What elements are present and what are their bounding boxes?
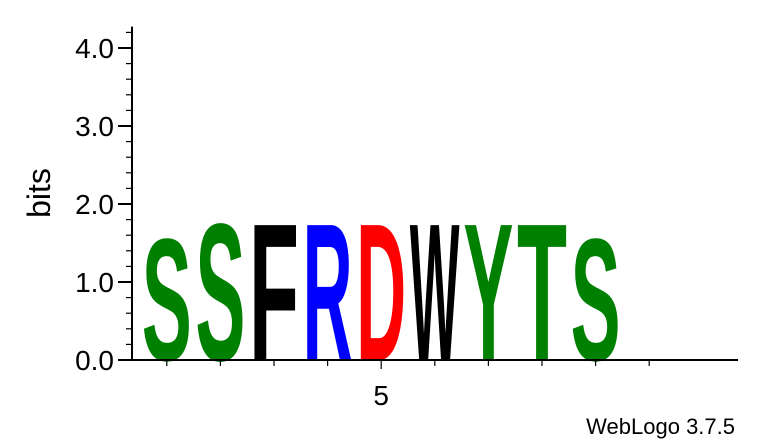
logo-letter: D xyxy=(356,184,406,403)
logo-letter: S xyxy=(142,204,192,398)
y-axis-label: bits xyxy=(21,168,57,218)
logo-letter: F xyxy=(249,183,299,402)
x-tick-label: 5 xyxy=(373,380,389,411)
logo-letter: T xyxy=(517,183,567,402)
y-tick-label: 4.0 xyxy=(75,33,114,64)
logo-letter: S xyxy=(195,184,245,402)
x-axis: 5 xyxy=(132,359,738,411)
credit-label: WebLogo 3.7.5 xyxy=(586,414,735,439)
y-tick-label: 2.0 xyxy=(75,189,114,220)
y-tick-label: 1.0 xyxy=(75,267,114,298)
logo-letter: W xyxy=(410,184,460,403)
y-axis: 0.0 1.0 2.0 3.0 4.0 xyxy=(75,26,133,376)
y-tick-label: 3.0 xyxy=(75,111,114,142)
logo-letter: S xyxy=(571,204,621,398)
logo-letter: Y xyxy=(463,184,513,402)
logo-letter: R xyxy=(303,184,353,403)
y-tick-label: 0.0 xyxy=(75,345,114,376)
